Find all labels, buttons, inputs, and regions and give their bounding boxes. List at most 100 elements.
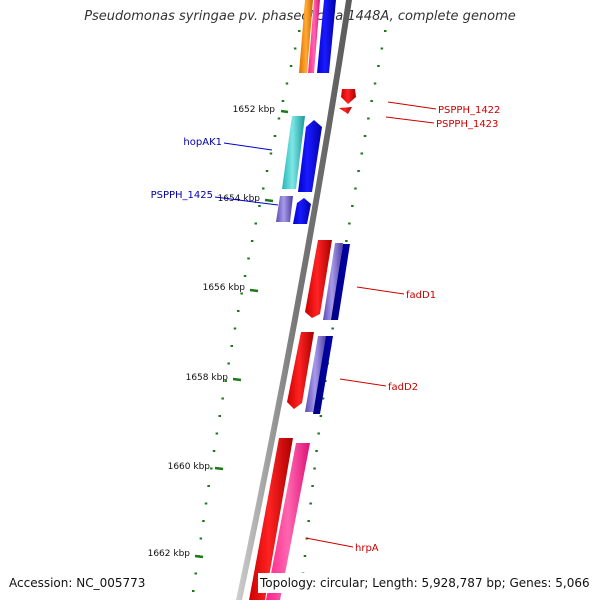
feature-blue-top <box>317 0 336 73</box>
scale-dot <box>254 222 257 225</box>
scale-dot <box>237 310 240 312</box>
scale-dot <box>202 520 205 522</box>
scale-dot <box>351 205 354 207</box>
scale-dot <box>204 502 208 505</box>
feature-pspph-1423 <box>339 107 352 114</box>
tick-label: 1656 kbp <box>203 283 246 293</box>
scale-dot <box>281 100 285 102</box>
feature-hopak1-blue <box>298 120 322 192</box>
scale-dot <box>367 117 370 120</box>
scale-dot <box>345 240 348 242</box>
feature-fadd1-red <box>305 240 332 318</box>
scale-dot <box>303 555 307 557</box>
scale-dot <box>230 345 233 347</box>
scale-dot <box>317 432 320 435</box>
gene-label-fadd2[interactable]: fadD2 <box>339 378 418 393</box>
scale-dot <box>273 135 277 137</box>
scale-dot <box>293 47 297 50</box>
tick-1652kbp: 1652 kbp <box>233 105 289 115</box>
gene-label-text[interactable]: hrpA <box>355 543 379 554</box>
scale-dot <box>227 362 230 365</box>
tick-label: 1658 kbp <box>186 373 229 383</box>
feature-fadd2-violet <box>305 336 327 412</box>
scale-dot <box>212 450 216 452</box>
scale-dot <box>377 65 380 67</box>
scale-dot <box>192 590 195 592</box>
scale-dot <box>269 152 273 155</box>
feature-hrpa-red <box>249 438 293 600</box>
gene-label-text[interactable]: PSPPH_1422 <box>438 105 500 116</box>
tick-label: 1662 kbp <box>148 549 191 559</box>
scale-dot <box>307 520 310 522</box>
scale-dot <box>240 292 243 295</box>
feature-pspph-1425-blue <box>293 198 311 224</box>
map-title: Pseudomonas syringae pv. phaseolicola 14… <box>84 9 516 24</box>
scale-dot <box>380 47 384 50</box>
gene-label-text[interactable]: PSPPH_1423 <box>436 119 498 130</box>
feature-pspph-1422 <box>341 89 356 104</box>
gene-label-pspph-1422[interactable]: PSPPH_1422 <box>387 101 500 116</box>
scale-dot <box>309 502 312 505</box>
genome-summary: Topology: circular; Length: 5,928,787 bp… <box>258 573 592 593</box>
gene-label-text[interactable]: fadD1 <box>406 290 436 301</box>
gene-label-hopak1[interactable]: hopAK1 <box>183 137 273 151</box>
scale-dot <box>370 100 373 102</box>
scale-dot <box>277 117 281 120</box>
scale-dot <box>265 170 269 172</box>
scale-dot <box>215 432 219 435</box>
scale-dot <box>285 82 289 85</box>
tick-label: 1654 kbp <box>218 194 261 204</box>
accession-label: Accession: NC_005773 <box>7 573 148 593</box>
gene-label-pspph-1423[interactable]: PSPPH_1423 <box>385 116 498 130</box>
gene-label-hrpa[interactable]: hrpA <box>305 537 379 554</box>
scale-dot <box>247 257 250 260</box>
scale-dot <box>207 485 210 487</box>
scale-dot <box>224 380 227 382</box>
scale-dot <box>262 187 265 190</box>
scale-dot <box>218 415 221 417</box>
tick-1662kbp: 1662 kbp <box>148 549 204 559</box>
scale-dot <box>298 30 301 32</box>
tick-1656kbp: 1656 kbp <box>203 283 259 293</box>
tick-label: 1660 kbp <box>168 462 211 472</box>
tick-1654kbp: 1654 kbp <box>218 194 274 204</box>
tick-1660kbp: 1660 kbp <box>168 462 224 472</box>
tick-1658kbp: 1658 kbp <box>186 373 242 383</box>
scale-dot <box>315 450 318 452</box>
gene-label-fadd1[interactable]: fadD1 <box>356 286 436 301</box>
gene-label-pspph-1425[interactable]: PSPPH_1425 <box>151 190 279 206</box>
scale-dot <box>258 205 261 207</box>
feature-fadd2-navy <box>313 336 333 414</box>
scale-dot <box>313 467 316 470</box>
feature-fadd2-red <box>287 332 314 409</box>
feature-fadd1-navy <box>331 244 350 320</box>
scale-dot <box>210 467 213 470</box>
inner-tick-scale <box>192 30 301 592</box>
scale-dot <box>311 485 314 487</box>
feature-orange <box>299 0 313 73</box>
scale-dot <box>384 30 387 32</box>
gene-label-text[interactable]: fadD2 <box>388 382 418 393</box>
scale-dot <box>289 65 293 67</box>
scale-dot <box>250 240 254 242</box>
feature-pspph-1425 <box>276 196 293 222</box>
scale-dot <box>373 82 377 85</box>
scale-dot <box>354 187 357 190</box>
feature-fadd1-violet <box>323 243 343 320</box>
scale-dot <box>348 222 351 225</box>
feature-hopak1-cyan <box>282 116 305 189</box>
scale-dot <box>243 275 247 277</box>
scale-dot <box>194 572 197 575</box>
scale-dot <box>363 135 367 137</box>
scale-dot <box>321 397 325 400</box>
scale-dot <box>199 537 203 540</box>
feature-hrpa-pink <box>266 443 310 600</box>
scale-dot <box>360 152 363 155</box>
scale-dot <box>221 397 224 400</box>
genome-backbone <box>236 0 352 600</box>
scale-dot <box>233 327 237 330</box>
gene-label-text[interactable]: PSPPH_1425 <box>151 190 213 201</box>
gene-label-text[interactable]: hopAK1 <box>183 137 222 148</box>
